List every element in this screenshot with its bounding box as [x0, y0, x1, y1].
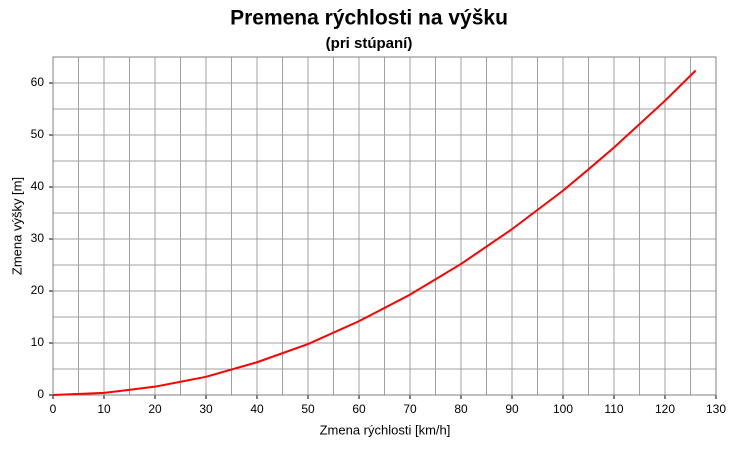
x-tick-label: 20 — [148, 402, 162, 416]
plot-frame — [52, 56, 717, 396]
x-tick-label: 60 — [352, 402, 366, 416]
x-tick-label: 40 — [250, 402, 264, 416]
x-tick-label: 130 — [706, 402, 726, 416]
y-tick-label: 30 — [31, 231, 45, 245]
y-tick-label: 0 — [37, 387, 44, 401]
x-tick-label: 30 — [199, 402, 213, 416]
x-tick-label: 0 — [50, 402, 57, 416]
data-line — [52, 69, 697, 396]
x-tick-label: 90 — [505, 402, 519, 416]
chart-title: Premena rýchlosti na výšku — [230, 7, 508, 30]
chart-subtitle: (pri stúpaní) — [326, 35, 413, 52]
y-tick-label: 10 — [31, 335, 45, 349]
x-tick-label: 110 — [604, 402, 623, 416]
x-axis-label: Zmena rýchlosti [km/h] — [320, 422, 451, 437]
x-tick-label: 50 — [301, 402, 315, 416]
x-tick-label: 80 — [454, 402, 468, 416]
y-axis-label: Zmena výšky [m] — [9, 177, 24, 275]
y-tick-label: 20 — [31, 283, 45, 297]
x-tick-label: 100 — [553, 402, 573, 416]
y-tick-label: 40 — [31, 179, 45, 193]
x-tick-label: 70 — [403, 402, 417, 416]
x-tick-label: 120 — [655, 402, 675, 416]
x-tick-label: 10 — [97, 402, 111, 416]
y-tick-label: 50 — [31, 127, 45, 141]
y-tick-label: 60 — [31, 75, 45, 89]
